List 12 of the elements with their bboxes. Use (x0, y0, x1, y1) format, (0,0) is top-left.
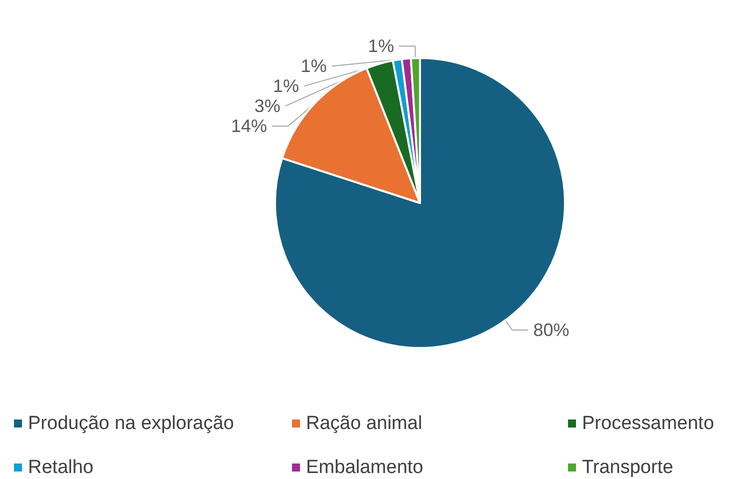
legend-label: Embalamento (306, 457, 424, 478)
data-label: 1% (368, 36, 394, 56)
data-label: 1% (273, 76, 300, 96)
data-label: 3% (254, 96, 280, 116)
data-label: 80% (533, 320, 570, 340)
legend-label: Produção na exploração (28, 413, 234, 434)
legend-label: Processamento (582, 413, 714, 434)
data-label: 1% (300, 56, 327, 76)
data-label: 14% (231, 116, 268, 136)
legend-label: Ração animal (306, 413, 422, 434)
legend-label: Retalho (28, 457, 94, 478)
legend-label: Transporte (582, 457, 674, 478)
